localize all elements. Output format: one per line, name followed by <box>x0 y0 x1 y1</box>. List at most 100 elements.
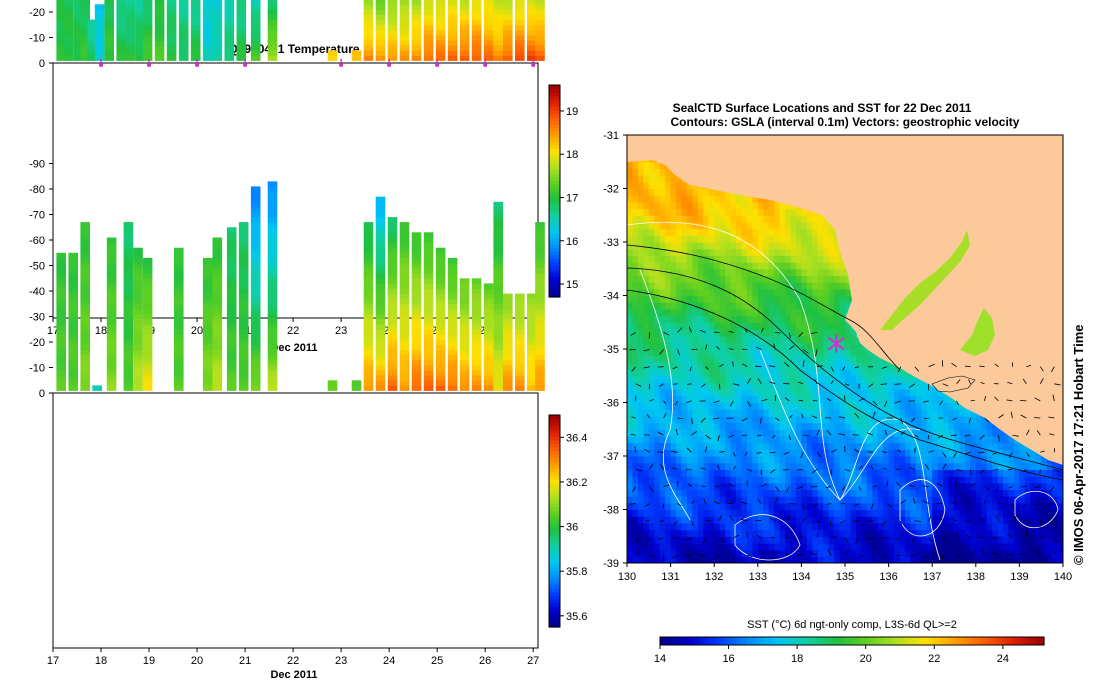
profile-cell <box>411 273 422 279</box>
sst-cell <box>817 255 824 263</box>
sst-cell <box>790 362 797 370</box>
sst-cell <box>670 542 677 551</box>
profile-cell <box>471 385 482 391</box>
profile-cell <box>123 293 134 300</box>
sst-cell <box>845 382 851 390</box>
sst-cell <box>719 549 726 557</box>
sst-cell <box>779 435 786 444</box>
sst-cell <box>828 275 835 283</box>
profile-cell <box>123 303 134 310</box>
sst-cell <box>801 315 808 323</box>
profile-cell <box>493 370 503 376</box>
sst-cell <box>785 469 791 477</box>
sst-cell <box>708 422 715 430</box>
sst-cell <box>697 208 704 216</box>
sst-cell <box>796 449 802 457</box>
sst-cell <box>676 328 682 337</box>
sst-cell <box>785 315 791 323</box>
sst-cell <box>659 375 666 384</box>
profile-cell <box>174 359 184 366</box>
profile-cell <box>174 303 184 310</box>
profile-cell <box>375 303 386 310</box>
profile-cell <box>56 45 66 51</box>
profile-cell <box>399 0 410 5</box>
colorbar-segment <box>549 588 560 593</box>
sst-cell <box>648 382 655 390</box>
sst-cell <box>763 462 770 470</box>
profile-cell <box>423 0 434 5</box>
sst-cell <box>627 168 633 176</box>
profile-cell <box>106 334 117 340</box>
sst-cell <box>659 462 666 470</box>
sst-cell <box>637 489 644 497</box>
sst-cell <box>752 342 759 350</box>
sst-cell <box>632 302 639 310</box>
sst-cell <box>752 529 759 537</box>
sst-cell <box>812 369 819 377</box>
sst-cell <box>785 516 791 524</box>
sst-cell <box>714 442 721 450</box>
sst-cell <box>687 181 693 190</box>
sst-cell <box>839 395 846 404</box>
profile-cell <box>535 50 545 56</box>
profile-cell <box>226 227 237 233</box>
sst-cell <box>801 409 808 417</box>
profile-cell <box>375 201 386 208</box>
sst-cell <box>703 355 710 363</box>
profile-cell <box>375 385 386 391</box>
profile-cell <box>483 24 494 31</box>
profile-cell <box>399 14 410 20</box>
sst-cell <box>725 469 732 477</box>
profile-cell <box>399 298 410 305</box>
profile-cell <box>363 4 374 10</box>
profile-cell <box>202 308 213 315</box>
profile-cell <box>80 313 90 320</box>
sst-cell <box>785 235 791 243</box>
profile-cell <box>178 4 189 10</box>
profile-cell <box>503 349 513 356</box>
sst-cell <box>861 502 868 511</box>
profile-cell <box>154 35 165 41</box>
profile-cell <box>447 268 458 274</box>
profile-cell <box>202 50 213 56</box>
profile-cell <box>387 313 398 320</box>
sst-cell <box>648 442 655 450</box>
sst-cell <box>812 389 819 397</box>
sst-cell <box>796 442 802 450</box>
profile-cell <box>202 359 213 366</box>
sst-cell <box>746 415 753 424</box>
sst-cell <box>796 228 802 236</box>
profile-cell <box>123 247 134 254</box>
sst-cell <box>687 268 693 277</box>
sst-cell <box>714 395 721 404</box>
profile-cell <box>387 40 398 46</box>
sst-cell <box>741 375 748 384</box>
sst-cell <box>855 389 862 397</box>
profile-cell <box>483 283 494 289</box>
colorbar-segment <box>549 468 560 473</box>
sst-cell <box>659 516 666 524</box>
profile-cell <box>106 303 117 310</box>
sst-cell <box>746 295 753 303</box>
sst-cell <box>670 429 677 437</box>
sst-cell <box>708 342 715 350</box>
sst-cell <box>703 188 710 196</box>
profile-cell <box>527 24 537 31</box>
sst-cell <box>828 456 835 464</box>
profile-cell <box>351 55 362 61</box>
profile-cell <box>447 24 458 31</box>
sst-cell <box>714 322 721 330</box>
sst-cell <box>768 522 775 531</box>
profile-cell <box>459 364 470 371</box>
sst-cell <box>736 255 742 263</box>
sst-cell <box>855 556 862 563</box>
sst-cell <box>714 268 721 277</box>
sst-cell <box>796 242 802 250</box>
profile-cell <box>435 257 446 264</box>
profile-cell <box>483 329 494 335</box>
sst-cell <box>741 469 748 477</box>
profile-cell <box>80 354 90 361</box>
profile-cell <box>56 55 66 61</box>
profile-cell <box>535 329 545 335</box>
profile-cell <box>104 40 114 46</box>
